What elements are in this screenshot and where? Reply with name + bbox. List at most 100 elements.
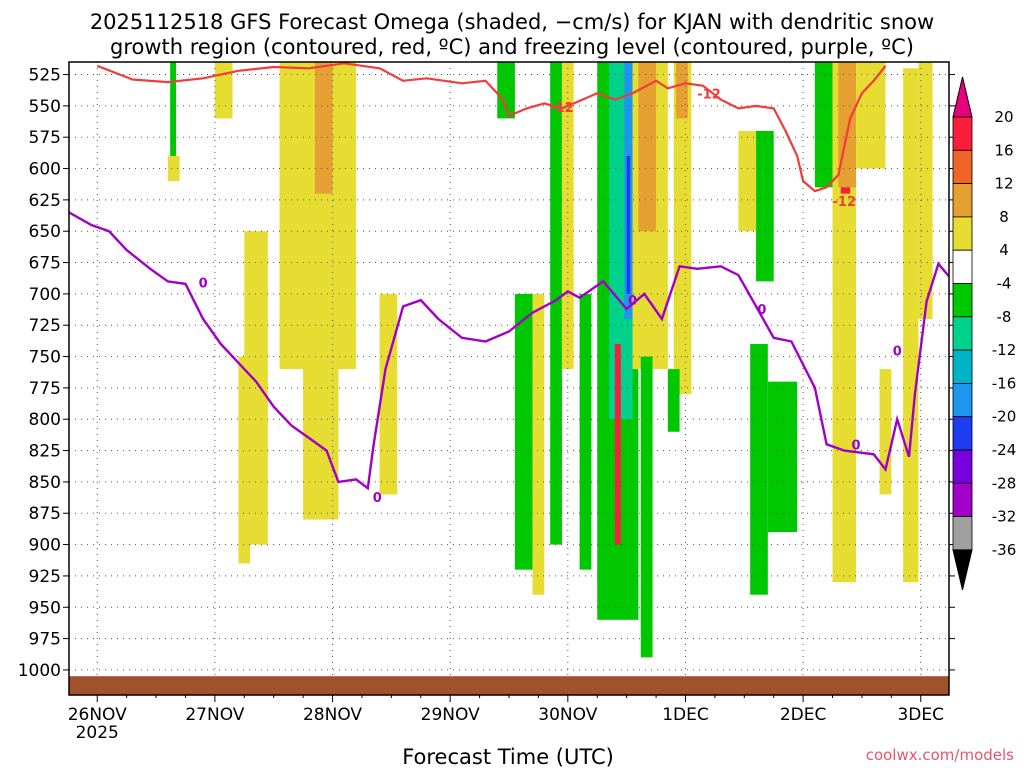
colorbar-label-3: 12 — [994, 175, 1013, 193]
colorbar-label-9: -16 — [992, 374, 1017, 392]
freezing-contour-label-6: 0 — [852, 438, 861, 453]
y-tick-label-1000: 1000 — [18, 661, 61, 681]
watermark: coolwx.com/models — [866, 746, 1014, 764]
omega-patch-10 — [497, 62, 515, 119]
plot-area: -12 -12 -12 0 0 0 0 0 0 — [68, 61, 950, 696]
x-tick-label-27NOV: 27NOV — [185, 705, 244, 725]
colorbar-label-11: -24 — [992, 441, 1017, 459]
omega-patch-15 — [579, 293, 592, 570]
y-tick-label-900: 900 — [29, 536, 61, 556]
x-tick-label-28NOV: 28NOV — [303, 705, 362, 725]
omega-patch-20 — [614, 344, 621, 545]
colorbar-label-8: -12 — [992, 341, 1017, 359]
y-tick-label-600: 600 — [29, 160, 61, 180]
omega-patch-19 — [626, 156, 631, 294]
y-tick-label-650: 650 — [29, 222, 61, 242]
omega-patch-8 — [314, 62, 333, 194]
y-tick-label-825: 825 — [29, 442, 61, 462]
freezing-contour-label-2: 0 — [373, 491, 382, 506]
y-tick-label-750: 750 — [29, 348, 61, 368]
colorbar-label-14: -36 — [992, 541, 1017, 559]
y-axis-ticks: 525 550 575 600 625 650 675 700 725 750 775 800 825 8… — [18, 66, 955, 681]
y-tick-label-525: 525 — [29, 66, 61, 86]
dgz-contour-label-1: -12 — [550, 101, 574, 116]
y-tick-label-925: 925 — [29, 567, 61, 587]
colorbar-label-7: -8 — [997, 308, 1012, 326]
dgz-contour-label-3: -12 — [833, 195, 857, 210]
y-tick-label-700: 700 — [29, 285, 61, 305]
x-tick-label-1DEC: 1DEC — [662, 705, 709, 725]
y-tick-label-875: 875 — [29, 504, 61, 524]
omega-patch-28 — [756, 130, 774, 282]
ground-fill — [69, 676, 949, 695]
x-axis-label: Forecast Time (UTC) — [402, 745, 614, 768]
y-tick-label-575: 575 — [29, 128, 61, 148]
colorbar-segment-13 — [952, 516, 973, 551]
colorbar-segment-12 — [952, 482, 973, 517]
x-tick-label-26NOV: 26NOV — [68, 705, 127, 725]
x-tick-label-29NOV: 29NOV — [421, 705, 480, 725]
x-axis-ticks: 26NOV 27NOV 28NOV 29NOV 30NOV 1DEC 2DEC 3DEC 202… — [68, 695, 944, 743]
omega-patch-24 — [673, 62, 692, 395]
omega-patch-13 — [550, 62, 562, 545]
omega-patch-27 — [738, 130, 757, 232]
omega-patch-3 — [214, 62, 233, 119]
freezing-contour-label-5: 0 — [893, 344, 902, 359]
colorbar-segment-6 — [952, 283, 973, 318]
colorbar-segment-11 — [952, 449, 973, 484]
dgz-contour-line — [96, 62, 887, 193]
y-tick-label-975: 975 — [29, 630, 61, 650]
colorbar: 20 16 12 8 4 -4 -8 -12 -16 -20 -24 -28 -32 -36 — [952, 76, 1017, 591]
colorbar-label-10: -20 — [992, 408, 1017, 426]
title-line-2: growth region (contoured, red, ºC) and f… — [110, 35, 914, 59]
omega-patch-29 — [750, 344, 768, 595]
omega-patch-22 — [638, 62, 657, 232]
omega-patch-30 — [767, 381, 798, 533]
omega-patch-37 — [903, 68, 919, 583]
colorbar-top-arrow — [952, 76, 973, 118]
colorbar-label-2: 16 — [994, 141, 1013, 159]
y-tick-label-800: 800 — [29, 410, 61, 430]
omega-patch-12 — [532, 293, 545, 595]
freezing-contour-label-1: 0 — [199, 277, 208, 292]
x-tick-label-3DEC: 3DEC — [897, 705, 944, 725]
title-line-1: 2025112518 GFS Forecast Omega (shaded, −… — [90, 10, 934, 34]
omega-patch-11 — [514, 293, 533, 570]
colorbar-segment-4 — [952, 216, 973, 251]
freezing-contour-label-4: 0 — [757, 303, 766, 318]
omega-patch-26 — [667, 369, 680, 432]
colorbar-label-12: -28 — [992, 474, 1017, 492]
colorbar-segment-5 — [952, 249, 973, 284]
dgz-contour-label-2: -12 — [697, 87, 721, 102]
y-tick-label-725: 725 — [29, 316, 61, 336]
omega-patch-1 — [170, 62, 177, 157]
omega-patch-5 — [238, 356, 251, 564]
colorbar-segment-1 — [952, 116, 973, 151]
colorbar-segment-7 — [952, 316, 973, 351]
colorbar-segment-10 — [952, 416, 973, 451]
omega-patch-14 — [561, 62, 574, 370]
colorbar-segment-3 — [952, 183, 973, 218]
colorbar-label-1: 20 — [994, 108, 1013, 126]
y-tick-label-850: 850 — [29, 473, 61, 493]
omega-patch-36 — [879, 369, 892, 495]
y-tick-label-625: 625 — [29, 191, 61, 211]
omega-patch-34 — [838, 62, 857, 188]
omega-patch-31 — [814, 62, 833, 188]
x-tick-label-30NOV: 30NOV — [538, 705, 597, 725]
colorbar-segment-8 — [952, 349, 973, 384]
omega-patch-2 — [167, 156, 180, 182]
omega-patch-38 — [918, 62, 933, 319]
y-tick-label-550: 550 — [29, 97, 61, 117]
freezing-contour-line — [69, 211, 949, 491]
colorbar-bottom-arrow — [952, 549, 973, 591]
colorbar-segment-9 — [952, 382, 973, 418]
omega-patch-25 — [676, 62, 688, 119]
colorbar-label-5: 4 — [999, 241, 1009, 259]
y-tick-label-775: 775 — [29, 379, 61, 399]
x-tick-label-2DEC: 2DEC — [780, 705, 827, 725]
x-tick-year: 2025 — [76, 723, 119, 743]
omega-patch-35 — [856, 62, 886, 169]
colorbar-label-13: -32 — [992, 508, 1017, 526]
